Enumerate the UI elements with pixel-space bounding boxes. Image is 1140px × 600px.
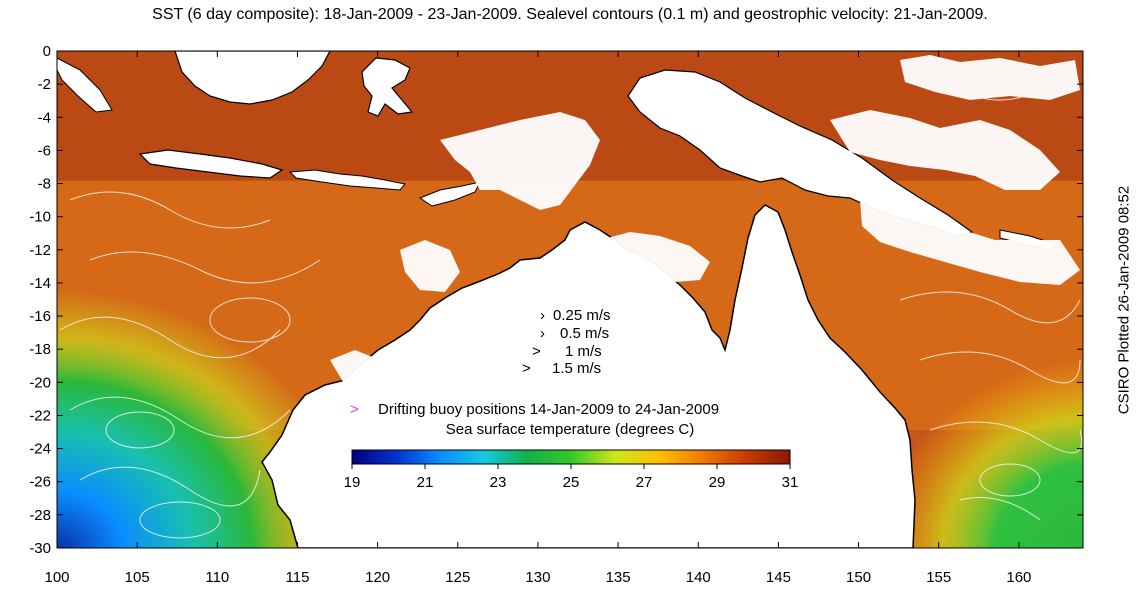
sumatra-landmass [57,57,113,113]
x-tick-label: 110 [205,569,229,586]
colorbar-label: Sea surface temperature (degrees C) [446,421,694,438]
velocity-legend: › 0.25 m/s › 0.5 m/s > 1 m/s > 1.5 m/s [522,307,611,377]
y-tick-label: -18 [29,341,51,358]
velocity-legend-label-1: 0.25 m/s [553,307,611,324]
colorbar-bar [351,449,791,465]
x-tick-label: 145 [766,569,791,586]
x-axis-ticks: 100 105 110 115 120 125 130 135 140 145 150 155 160 [44,51,1031,586]
x-tick-label: 130 [525,569,550,586]
y-tick-label: -26 [29,474,51,491]
x-tick-label: 120 [365,569,390,586]
sulawesi-landmass [361,57,414,117]
velocity-legend-arrow-1: › [540,307,545,324]
velocity-legend-arrow-4: > [522,360,531,377]
velocity-legend-label-2: 0.5 m/s [560,325,609,342]
buoy-legend-symbol: > [350,401,359,418]
velocity-legend-label-3: 1 m/s [565,343,602,360]
y-tick-label: -8 [38,176,51,193]
buoy-legend: > Drifting buoy positions 14-Jan-2009 to… [350,401,719,418]
buoy-legend-label: Drifting buoy positions 14-Jan-2009 to 2… [378,401,719,418]
java-landmass [138,149,284,179]
cloud-mask [330,55,1080,392]
x-tick-label: 150 [846,569,871,586]
y-tick-label: 0 [43,43,51,60]
y-axis-ticks: 0 -2 -4 -6 -8 -10 -12 -14 -16 -18 -20 -22 -24 -26 -28 -… [29,43,1083,557]
borneo-landmass [174,51,331,105]
y-tick-label: -12 [29,242,51,259]
x-tick-label: 160 [1006,569,1031,586]
colorbar-tick-label: 27 [636,474,653,491]
x-tick-label: 100 [44,569,69,586]
x-tick-label: 105 [125,569,150,586]
y-tick-label: -28 [29,507,51,524]
x-tick-label: 125 [445,569,470,586]
y-tick-label: -6 [38,142,51,159]
velocity-legend-arrow-2: › [540,325,545,342]
map-title: SST (6 day composite): 18-Jan-2009 - 23-… [152,6,988,23]
colorbar-tick-label: 31 [782,474,799,491]
x-tick-label: 140 [686,569,711,586]
colorbar-tick-label: 29 [709,474,726,491]
y-tick-label: -10 [29,209,51,226]
y-tick-label: -30 [29,540,51,557]
sea-level-contours [59,59,1082,539]
colorbar-tick-label: 23 [490,474,507,491]
y-tick-label: -24 [29,441,51,458]
timor-island [418,181,481,207]
colorbar-ticks: 19 21 23 25 27 29 31 [344,464,799,491]
velocity-legend-label-4: 1.5 m/s [552,360,601,377]
y-tick-label: -2 [38,76,51,93]
velocity-legend-arrow-3: > [532,343,541,360]
sst-colorbar: Sea surface temperature (degrees C) 19 21… [344,421,799,491]
y-tick-label: -14 [29,275,51,292]
x-tick-label: 155 [926,569,951,586]
y-tick-label: -20 [29,374,51,391]
colorbar-tick-label: 19 [344,474,361,491]
lesser-sunda-islands [288,169,406,191]
y-tick-label: -16 [29,308,51,325]
plot-frame [56,50,1084,549]
colorbar-tick-label: 21 [417,474,434,491]
x-tick-label: 115 [286,569,310,586]
y-tick-label: -22 [29,407,51,424]
x-tick-label: 135 [606,569,631,586]
colorbar-tick-label: 25 [563,474,580,491]
y-tick-label: -4 [38,109,51,126]
